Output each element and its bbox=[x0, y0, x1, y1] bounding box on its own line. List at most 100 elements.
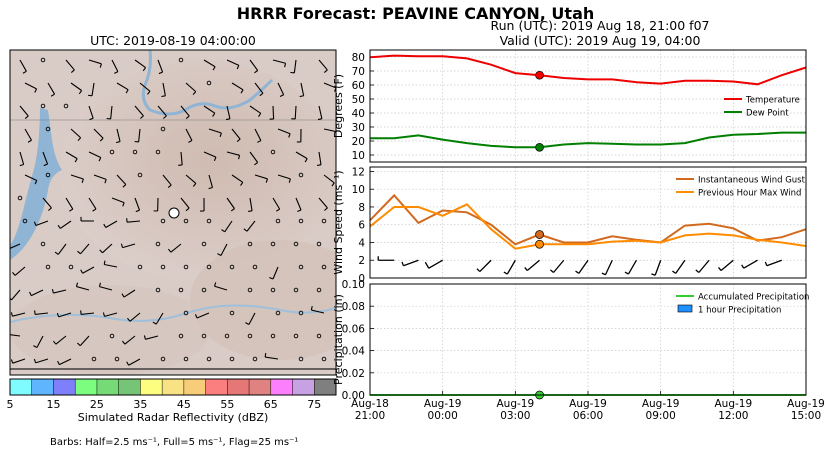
y-tick-label: 4 bbox=[358, 237, 365, 249]
colorbar-tick-label: 75 bbox=[307, 398, 321, 411]
calm-wind-marker bbox=[229, 264, 235, 270]
map-wind-barb bbox=[295, 197, 302, 211]
map-wind-barb bbox=[88, 105, 94, 119]
map-wind-barb bbox=[318, 197, 328, 209]
legend: Accumulated Precipitation 1 hour Precipit… bbox=[676, 293, 809, 316]
x-tick-label-date: Aug-19 bbox=[569, 398, 607, 410]
wind-barb bbox=[479, 259, 492, 273]
map-wind-barb-flag bbox=[29, 291, 32, 296]
calm-wind-marker bbox=[270, 149, 276, 155]
calm-wind-marker bbox=[298, 356, 304, 362]
map-wind-barb-flag bbox=[258, 113, 262, 117]
current-time-marker bbox=[535, 142, 544, 152]
map-wind-barb-flag bbox=[57, 224, 61, 229]
map-wind-barb bbox=[11, 289, 21, 301]
terrain-valley bbox=[10, 285, 210, 375]
y-tick-label: 0.08 bbox=[342, 301, 365, 313]
map-wind-barb bbox=[231, 174, 244, 183]
map-wind-barb bbox=[196, 312, 210, 319]
map-wind-barb bbox=[35, 358, 49, 364]
map-wind-barb-flag bbox=[34, 88, 38, 93]
calm-wind-marker bbox=[206, 264, 212, 270]
map-wind-barb bbox=[124, 335, 136, 345]
x-tick-label-time: 12:00 bbox=[718, 410, 748, 422]
calm-wind-marker bbox=[201, 287, 207, 293]
colorbar-tick-label: 25 bbox=[90, 398, 104, 411]
calm-wind-marker bbox=[40, 57, 46, 63]
wind-barb-flag bbox=[764, 261, 768, 266]
y-tick-label: 10 bbox=[352, 150, 365, 162]
map-wind-barb bbox=[220, 243, 228, 256]
map-wind-barb-flag bbox=[331, 182, 335, 187]
current-time-marker bbox=[535, 70, 544, 80]
map-wind-barb-flag bbox=[240, 181, 244, 186]
valid-line: Valid (UTC): 2019 Aug 19, 04:00 bbox=[499, 33, 701, 48]
map-wind-barb-flag bbox=[10, 297, 12, 301]
wind-barb bbox=[627, 259, 638, 275]
map-wind-barb bbox=[102, 243, 113, 254]
series-line bbox=[369, 203, 807, 250]
colorbar-swatch bbox=[140, 379, 163, 395]
x-tick-label-time: 00:00 bbox=[428, 410, 458, 422]
map-wind-barb-flag bbox=[236, 138, 241, 143]
calm-wind-marker bbox=[224, 333, 230, 339]
map-wind-barb bbox=[180, 151, 183, 165]
calm-wind-marker bbox=[155, 149, 161, 155]
legend-label: Accumulated Precipitation bbox=[698, 293, 809, 303]
map-wind-barb bbox=[272, 266, 279, 280]
map-wind-barb-flag bbox=[243, 228, 248, 232]
calm-wind-marker bbox=[137, 264, 143, 270]
wind-barb-flag bbox=[695, 269, 700, 273]
map-wind-barb-flag bbox=[43, 163, 48, 167]
chart-panel-2: 0 2 4 6 8 10 12 Wind Speed (ms⁻¹) Instantaneous … bbox=[332, 166, 807, 285]
colorbar-swatch bbox=[75, 379, 98, 395]
series-line bbox=[369, 54, 807, 86]
map-wind-barb-flag bbox=[22, 70, 27, 74]
map-wind-barb bbox=[19, 151, 25, 165]
map-wind-barb bbox=[82, 266, 95, 274]
map-wind-barb bbox=[138, 128, 141, 142]
map-wind-barb-flag bbox=[75, 282, 79, 287]
y-tick-label: 8 bbox=[358, 202, 365, 214]
map-wind-barb bbox=[116, 174, 127, 185]
calm-wind-marker bbox=[293, 241, 299, 247]
map-wind-barb bbox=[323, 174, 335, 184]
map-wind-barb-flag bbox=[56, 312, 60, 318]
map-wind-barb bbox=[88, 197, 97, 210]
map-wind-barb bbox=[185, 128, 193, 141]
map-wind-barb-flag bbox=[185, 207, 190, 212]
map-wind-barb-flag bbox=[51, 289, 54, 294]
calm-wind-marker bbox=[45, 172, 51, 178]
map-wind-barb-flag bbox=[99, 137, 104, 142]
wind-barb-flag bbox=[476, 268, 481, 273]
calm-wind-marker bbox=[206, 356, 212, 362]
y-tick-label: 0.06 bbox=[342, 323, 366, 335]
site-marker bbox=[168, 207, 180, 219]
map-wind-barb bbox=[35, 220, 49, 226]
map-wind-barb-flag bbox=[304, 158, 308, 163]
colorbar-swatch bbox=[118, 379, 141, 395]
map-wind-barb bbox=[162, 174, 172, 186]
colorbar-frame bbox=[9, 378, 337, 396]
x-tick-label-time: 06:00 bbox=[573, 410, 603, 422]
colorbar-swatch bbox=[205, 379, 228, 395]
map-wind-barb bbox=[14, 266, 26, 276]
map-wind-barb-flag bbox=[163, 115, 167, 119]
map-wind-barb-flag bbox=[7, 330, 8, 334]
legend: Temperature Dew Point bbox=[724, 96, 800, 119]
calm-wind-marker bbox=[270, 333, 276, 339]
calm-wind-marker bbox=[137, 172, 143, 178]
map-wind-barb bbox=[162, 82, 166, 96]
wind-barb-flag bbox=[524, 267, 528, 271]
wind-barb bbox=[526, 259, 540, 272]
map-wind-barb-flag bbox=[81, 178, 84, 183]
map-wind-barb-flag bbox=[98, 157, 102, 162]
y-tick-label: 30 bbox=[352, 122, 365, 134]
wind-barb bbox=[654, 260, 662, 276]
map-wind-barb-flag bbox=[12, 271, 16, 276]
map-wind-barb bbox=[249, 197, 253, 211]
colorbar-swatch bbox=[292, 379, 315, 395]
y-axis-label: Degrees (F) bbox=[332, 74, 345, 138]
